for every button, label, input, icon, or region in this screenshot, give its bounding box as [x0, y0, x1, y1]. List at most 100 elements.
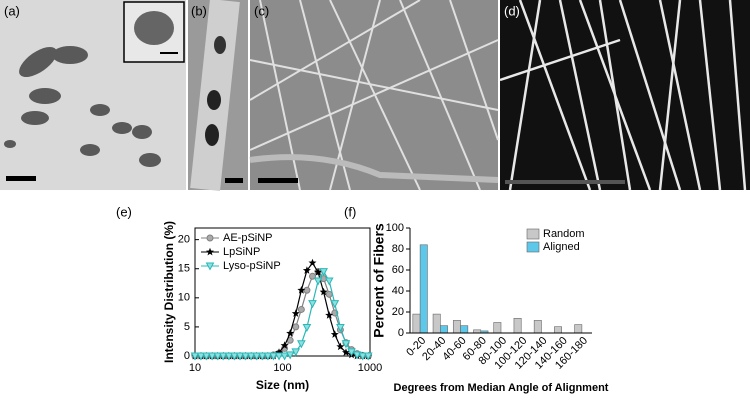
marker	[319, 287, 328, 296]
marker	[286, 329, 295, 337]
legend-label: Lyso-pSiNP	[223, 260, 281, 272]
legend-label: LpSiNP	[223, 246, 260, 258]
bar	[452, 320, 461, 334]
y-tick-label: 100	[386, 222, 404, 234]
bar	[419, 244, 428, 334]
bar	[574, 324, 583, 334]
marker	[274, 352, 284, 361]
marker	[241, 352, 250, 361]
marker	[341, 340, 351, 349]
x-tick-label: 1000	[358, 362, 382, 374]
marker	[363, 352, 373, 361]
bar	[513, 317, 522, 334]
marker	[207, 352, 217, 361]
marker	[280, 352, 289, 361]
panel-label: (a)	[4, 3, 20, 18]
image-b	[188, 0, 248, 192]
marker	[324, 277, 334, 286]
bar	[554, 326, 562, 334]
y-tick-label: 40	[392, 285, 404, 297]
x-tick-label: 10	[189, 362, 201, 374]
y-tick-label: 60	[392, 264, 404, 276]
marker	[314, 268, 323, 276]
panel-label: (f)	[344, 204, 356, 219]
marker	[313, 277, 323, 286]
marker	[330, 300, 340, 309]
y-axis-label: Percent of Fibers	[371, 223, 387, 338]
marker	[336, 342, 345, 351]
marker	[196, 352, 206, 361]
legend-label: Random	[543, 228, 585, 240]
y-tick-label: 15	[178, 263, 190, 275]
y-tick-label: 20	[178, 234, 190, 246]
marker	[297, 286, 306, 294]
series-line	[195, 270, 369, 357]
bar	[493, 322, 502, 334]
marker	[325, 311, 334, 319]
y-tick-label: 10	[178, 292, 190, 304]
marker	[280, 341, 289, 349]
image-a	[0, 0, 186, 190]
marker	[352, 351, 362, 360]
legend-label: AE-pSiNP	[223, 232, 273, 244]
legend-label: Aligned	[543, 241, 580, 253]
panel-label: (b)	[191, 3, 207, 18]
marker	[308, 258, 317, 267]
marker	[292, 323, 300, 331]
y-axis-label: Intensity Distribution (%)	[162, 221, 176, 363]
marker	[303, 286, 311, 294]
marker	[235, 352, 245, 361]
marker	[218, 352, 228, 361]
marker	[224, 352, 234, 361]
marker	[297, 340, 306, 349]
marker	[230, 352, 239, 361]
marker	[206, 247, 214, 256]
marker	[291, 348, 301, 357]
marker	[263, 352, 273, 361]
marker	[285, 351, 295, 360]
x-axis-label: Size (nm)	[256, 378, 309, 392]
marker	[319, 268, 328, 277]
bar	[440, 325, 448, 334]
legend-swatch	[526, 228, 540, 240]
marker	[213, 352, 223, 361]
marker	[358, 352, 368, 361]
panel-label: (e)	[116, 204, 132, 219]
marker	[342, 348, 350, 356]
bar	[412, 313, 421, 334]
legend-swatch	[526, 241, 540, 253]
marker	[190, 352, 200, 361]
y-tick-label: 0	[184, 350, 190, 362]
bar	[460, 325, 469, 334]
marker	[302, 323, 312, 333]
marker	[297, 305, 305, 313]
panel-label: (d)	[504, 3, 520, 18]
marker	[291, 309, 300, 317]
bar	[533, 320, 542, 334]
marker	[336, 323, 345, 333]
series-line	[195, 270, 369, 357]
x-axis-label: Degrees from Median Angle of Alignment	[394, 382, 609, 394]
y-tick-label: 80	[392, 243, 404, 255]
marker	[269, 352, 278, 361]
series-line	[195, 261, 369, 357]
marker	[257, 352, 267, 361]
panel-label: (c)	[254, 3, 269, 18]
image-d	[499, 0, 750, 191]
x-tick-label: 100	[273, 362, 291, 374]
marker	[206, 234, 214, 242]
marker	[325, 290, 333, 298]
marker	[252, 352, 262, 361]
marker	[205, 262, 215, 271]
bar	[432, 313, 441, 334]
marker	[308, 300, 317, 309]
marker	[202, 352, 211, 361]
y-tick-label: 0	[398, 327, 404, 339]
image-c	[249, 0, 499, 191]
marker	[330, 330, 339, 338]
y-tick-label: 20	[392, 306, 404, 318]
marker	[246, 352, 256, 361]
y-tick-label: 5	[184, 321, 190, 333]
marker	[302, 266, 311, 274]
